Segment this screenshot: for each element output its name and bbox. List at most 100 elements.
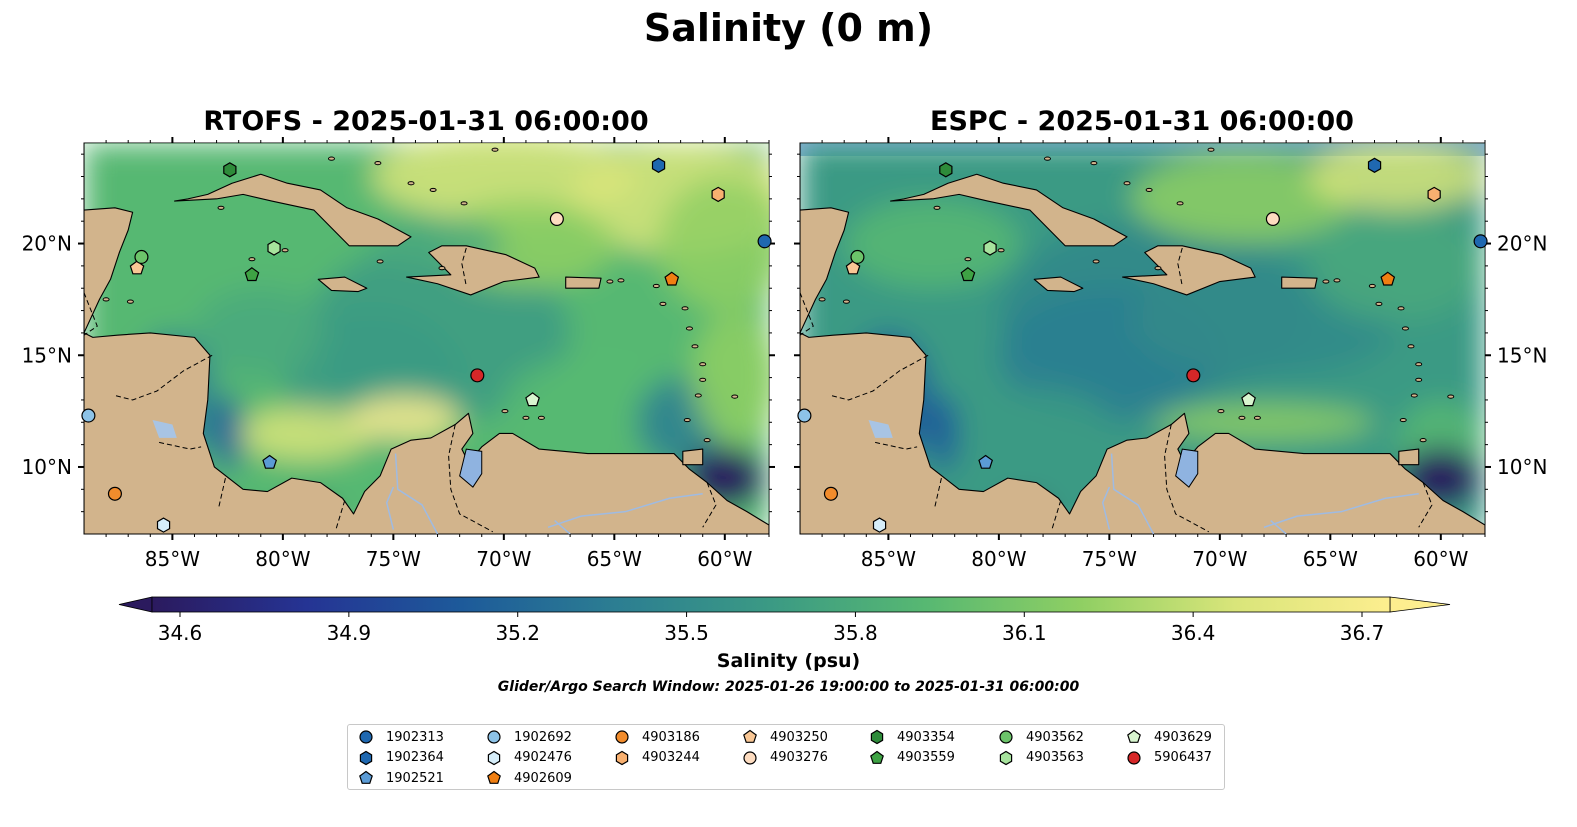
legend-item-4903276: 4903276 (742, 749, 828, 767)
legend-label: 1902313 (386, 729, 444, 745)
lon-tick-label: 80°W (255, 547, 310, 571)
legend-label: 4903563 (1026, 750, 1084, 765)
legend-label: 4903354 (897, 729, 955, 745)
colorbar-tick-label: 34.9 (327, 621, 372, 640)
river (385, 486, 395, 530)
small-island (1207, 147, 1215, 152)
small-island (1407, 344, 1415, 349)
small-island (501, 409, 509, 414)
colorbar-label: Salinity (psu) (716, 650, 861, 672)
legend-item-4903629: 4903629 (1126, 728, 1212, 746)
legend-label: 1902521 (386, 770, 444, 786)
hexagon-marker-icon (870, 729, 884, 745)
colorbar-tick-label: 35.2 (495, 621, 540, 640)
land-yucatan (800, 143, 850, 334)
figure-title: Salinity (0 m) (643, 6, 934, 50)
colorbar-tick-label: 35.5 (664, 621, 709, 640)
lon-tick-label: 85°W (145, 547, 200, 571)
small-island (1447, 394, 1455, 399)
legend-label: 4903559 (897, 750, 955, 765)
small-island (731, 394, 739, 399)
country-border (448, 424, 494, 533)
legend-marker (870, 750, 884, 764)
small-island (1333, 278, 1341, 283)
small-island (964, 257, 972, 262)
small-island (126, 299, 134, 304)
float-markers (81, 157, 772, 533)
lon-tick-label: 85°W (861, 547, 916, 571)
small-island (537, 415, 545, 420)
legend-label: 4903562 (1026, 729, 1084, 745)
small-island (1176, 201, 1184, 206)
river (1263, 493, 1419, 529)
small-island (997, 248, 1005, 253)
float-marker-4903250 (129, 260, 145, 275)
legend-marker (487, 750, 501, 765)
land-trinidad (1398, 448, 1420, 466)
land-hispaniola (406, 245, 540, 296)
small-island (1145, 187, 1153, 193)
country-border (1051, 500, 1062, 530)
small-island (699, 377, 707, 382)
small-island (1419, 438, 1427, 443)
float-marker-1902313 (1473, 234, 1488, 249)
small-island (699, 362, 707, 367)
float-marker-4903559 (244, 267, 260, 282)
float-marker-4903276 (1265, 211, 1280, 227)
panel-title-espc: ESPC - 2025-01-31 06:00:00 (930, 106, 1354, 137)
land-puertorico (1281, 276, 1318, 289)
float-marker-4903250 (845, 260, 861, 275)
lat-tick-label: 20°N (1497, 232, 1547, 256)
country-border (114, 354, 213, 401)
land-hispaniola (1122, 245, 1256, 296)
float-marker-4903629 (1241, 392, 1256, 407)
small-island (248, 257, 256, 262)
float-marker-4903244 (1427, 186, 1441, 203)
float-marker-4903354 (939, 162, 953, 178)
land-yucatan (84, 143, 134, 334)
circle-marker-icon (1127, 750, 1141, 765)
land-puertorico (565, 276, 602, 289)
small-island (491, 147, 499, 152)
river (1101, 486, 1111, 530)
legend-marker (743, 750, 757, 765)
small-island (102, 297, 110, 302)
legend-marker (615, 750, 629, 765)
river (1110, 453, 1155, 534)
map-figure: 85°W 80°W 75°W 70°W 65°W 60°W 20°N 15°N 10°N 85°W… (22, 137, 1547, 640)
small-island (933, 205, 941, 210)
small-island (681, 306, 689, 311)
circle-marker-icon (615, 730, 629, 744)
legend-label: 1902364 (386, 750, 444, 765)
legend-marker (1127, 729, 1141, 743)
panel-title-rtofs: RTOFS - 2025-01-31 06:00:00 (203, 106, 649, 137)
float-marker-1902364 (651, 157, 666, 173)
float-marker-4903562 (850, 249, 865, 264)
legend-marker (1127, 750, 1141, 765)
legend-item-1902692: 1902692 (486, 728, 572, 746)
legend-label: 5906437 (1154, 750, 1212, 765)
float-marker-4903629 (525, 392, 540, 407)
legend-item-4903563: 4903563 (998, 749, 1084, 767)
colorbar: 34.6 34.9 35.2 35.5 35.8 36.1 36.4 36.7 (118, 596, 1451, 640)
river (547, 493, 703, 529)
lon-tick-label: 75°W (1082, 547, 1137, 571)
lat-tick-label: 15°N (1497, 343, 1547, 367)
country-border (830, 354, 929, 401)
small-island (1253, 415, 1261, 420)
colorbar-tick-label: 34.6 (158, 621, 203, 640)
legend-label: 4903250 (770, 729, 828, 745)
land-jamaica (1033, 276, 1084, 293)
legend-item-4903354: 4903354 (869, 728, 955, 746)
circle-marker-icon (999, 730, 1013, 744)
legend-marker (359, 730, 373, 744)
small-island (1399, 417, 1407, 423)
float-marker-1902521 (262, 454, 278, 469)
float-marker-4903559 (960, 267, 976, 282)
hexagon-marker-icon (487, 750, 501, 765)
legend-label: 4902609 (514, 770, 572, 786)
land-central (84, 332, 769, 534)
legend-item-4902476: 4902476 (486, 749, 572, 767)
circle-marker-icon (487, 730, 501, 744)
small-island (1043, 156, 1051, 161)
